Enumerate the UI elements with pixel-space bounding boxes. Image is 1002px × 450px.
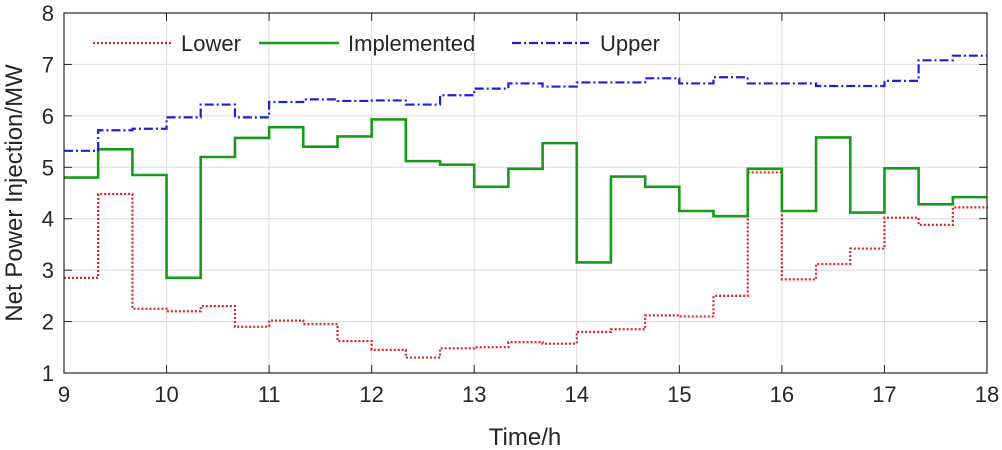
y-tick-label: 5 — [42, 155, 54, 180]
x-axis-ticks: 9 10 11 12 13 14 15 16 17 18 — [58, 13, 999, 407]
series-line-lower — [64, 171, 989, 359]
x-tick-label: 10 — [154, 382, 178, 407]
x-tick-label: 9 — [58, 382, 70, 407]
x-tick-label: 16 — [770, 382, 794, 407]
grid — [64, 13, 987, 373]
y-tick-label: 4 — [42, 207, 54, 232]
x-tick-label: 18 — [975, 382, 999, 407]
x-tick-label: 15 — [667, 382, 691, 407]
x-tick-label: 17 — [872, 382, 896, 407]
y-tick-label: 3 — [42, 258, 54, 283]
legend: Lower Implemented Upper — [93, 31, 660, 56]
x-axis-label: Time/h — [489, 424, 561, 450]
plot-frame — [63, 12, 988, 374]
y-tick-label: 7 — [42, 52, 54, 77]
x-tick-label: 14 — [565, 382, 589, 407]
x-tick-label: 11 — [258, 382, 281, 407]
legend-label-upper: Upper — [600, 31, 660, 56]
y-tick-label: 2 — [42, 310, 54, 335]
series-group — [64, 54, 989, 359]
legend-label-implemented: Implemented — [348, 31, 475, 56]
x-tick-label: 13 — [462, 382, 486, 407]
x-tick-label: 12 — [359, 382, 383, 407]
y-tick-label: 1 — [42, 361, 54, 386]
series-line-upper — [64, 54, 987, 152]
y-tick-label: 8 — [42, 1, 54, 26]
legend-label-lower: Lower — [181, 31, 241, 56]
y-axis-ticks: 1 2 3 4 5 6 7 8 — [42, 1, 987, 386]
y-tick-label: 6 — [42, 104, 54, 129]
series-line-implemented — [64, 118, 987, 280]
y-axis-label: Net Power Injection/MW — [1, 64, 28, 322]
